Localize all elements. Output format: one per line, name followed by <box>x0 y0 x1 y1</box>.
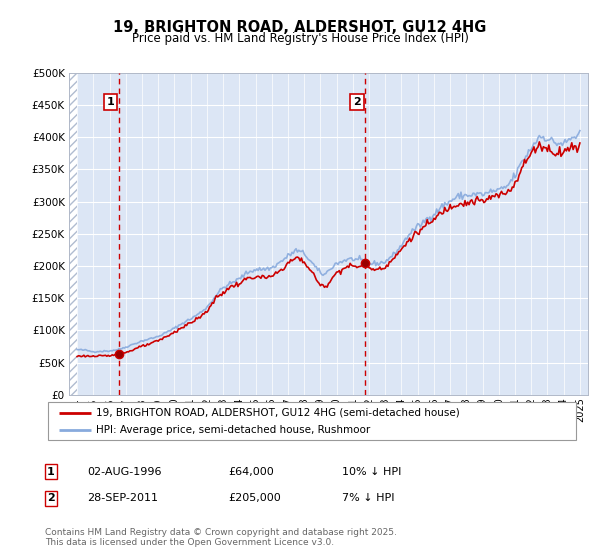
Text: 1: 1 <box>47 466 55 477</box>
Text: HPI: Average price, semi-detached house, Rushmoor: HPI: Average price, semi-detached house,… <box>96 425 370 435</box>
Text: 19, BRIGHTON ROAD, ALDERSHOT, GU12 4HG (semi-detached house): 19, BRIGHTON ROAD, ALDERSHOT, GU12 4HG (… <box>96 408 460 418</box>
Text: 7% ↓ HPI: 7% ↓ HPI <box>342 493 395 503</box>
Text: 2: 2 <box>353 97 361 107</box>
Text: Price paid vs. HM Land Registry's House Price Index (HPI): Price paid vs. HM Land Registry's House … <box>131 32 469 45</box>
Text: Contains HM Land Registry data © Crown copyright and database right 2025.
This d: Contains HM Land Registry data © Crown c… <box>45 528 397 547</box>
Text: £64,000: £64,000 <box>228 466 274 477</box>
Text: 10% ↓ HPI: 10% ↓ HPI <box>342 466 401 477</box>
Bar <box>69 73 77 395</box>
Text: 19, BRIGHTON ROAD, ALDERSHOT, GU12 4HG: 19, BRIGHTON ROAD, ALDERSHOT, GU12 4HG <box>113 20 487 35</box>
Text: £205,000: £205,000 <box>228 493 281 503</box>
Text: 2: 2 <box>47 493 55 503</box>
Text: 28-SEP-2011: 28-SEP-2011 <box>87 493 158 503</box>
Text: 1: 1 <box>107 97 115 107</box>
Text: 02-AUG-1996: 02-AUG-1996 <box>87 466 161 477</box>
